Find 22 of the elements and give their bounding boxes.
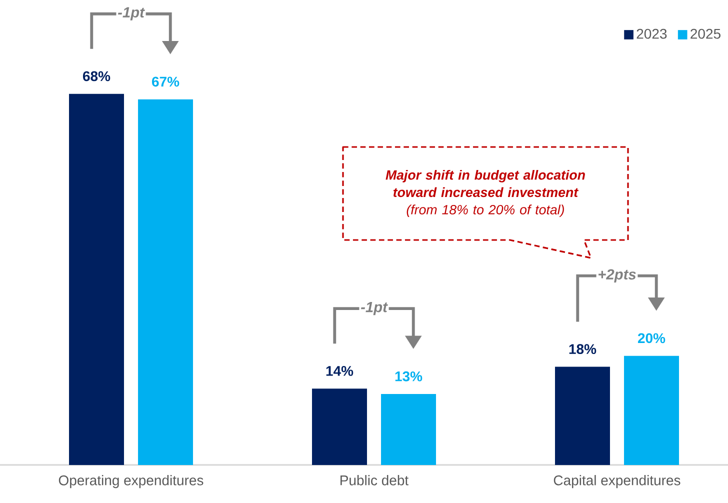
annotation: -1pt [360, 302, 388, 316]
bar [138, 99, 194, 465]
bar [312, 388, 367, 465]
x-tick-label: Capital expenditures [554, 475, 680, 488]
legend-label: 2025 [690, 28, 720, 39]
bar [69, 94, 124, 465]
data-label: 18% [569, 344, 596, 354]
data-label: 20% [638, 333, 666, 344]
annotation: (from 18% to 20% of total) [406, 204, 564, 218]
bar [555, 366, 610, 465]
x-tick-label: Operating expenditures [58, 475, 204, 488]
text: -1pt [118, 7, 145, 20]
bar [381, 394, 436, 465]
annotation: +2pts [598, 269, 636, 282]
data-label: 14% [326, 366, 354, 376]
annotation: Major shift in budget allocation toward increased investment [386, 170, 585, 198]
data-label: 68% [82, 71, 110, 82]
data-label: 13% [395, 371, 422, 382]
x-tick-label: Public debt [340, 475, 409, 486]
legend-label: 2023 [636, 28, 667, 39]
data-label: 67% [152, 76, 180, 87]
bar [624, 356, 679, 465]
